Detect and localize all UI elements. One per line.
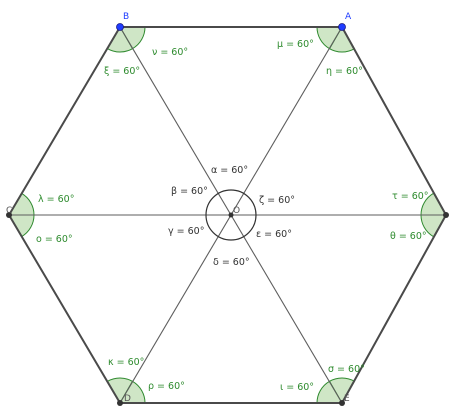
sector-omicron [8,214,35,238]
angle-label-tau: τ = 60° [392,191,429,202]
center-angle-label-gamma: γ = 60° [168,226,204,237]
angle-label-theta: θ = 60° [390,231,427,242]
vertex-label-D: D [124,394,131,404]
vertex-label-C: C [6,206,12,216]
center-angle-label-delta: δ = 60° [213,257,250,268]
center-angle-label-beta: β = 60° [171,186,208,197]
sector-lambda [8,192,35,216]
point-A[interactable] [338,23,346,31]
angle-label-sigma: σ = 60° [328,364,365,375]
angle-label-xi: ξ = 60° [104,66,140,77]
angle-label-rho: ρ = 60° [148,381,185,392]
center-angle-circle [205,189,257,241]
point-F[interactable] [443,212,449,218]
point-C[interactable] [6,212,12,218]
angle-label-omicron: ο = 60° [36,234,73,245]
point-D[interactable] [117,400,123,406]
center-angle-label-epsilon: ε = 60° [256,229,292,240]
edge-DC [8,214,121,404]
angle-label-mu: μ = 60° [277,39,314,50]
vertex-label-E: E [344,394,350,404]
edge-CB [8,26,121,216]
vertex-label-B: B [123,12,129,22]
point-O[interactable] [228,212,234,218]
center-angle-label-alpha: α = 60° [211,165,248,176]
point-E[interactable] [339,400,345,406]
angle-label-eta: η = 60° [326,66,363,77]
point-B[interactable] [116,23,124,31]
angle-label-lambda: λ = 60° [38,194,74,205]
edge-AF [341,26,447,216]
center-angle-label-zeta: ζ = 60° [259,195,295,206]
angle-label-kappa: κ = 60° [108,357,144,368]
angle-label-nu: ν = 60° [152,47,188,58]
angle-label-iota: ι = 60° [280,382,314,393]
vertex-label-A: A [345,12,352,22]
vertex-label-O: O [233,206,240,216]
edge-FE [341,214,447,404]
